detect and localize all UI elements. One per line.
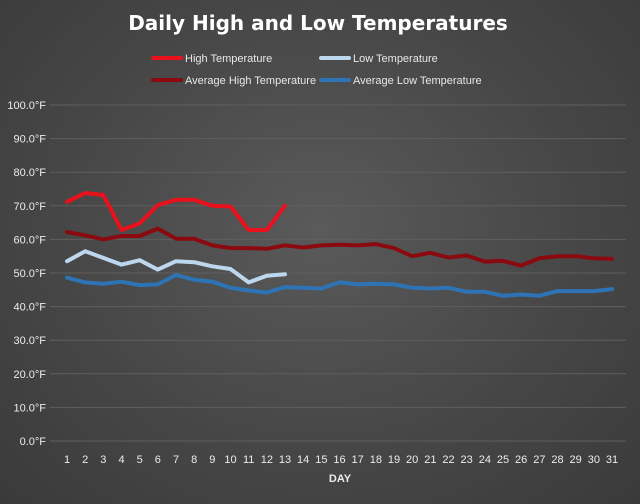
- y-tick-label: 0.0°F: [20, 436, 47, 448]
- x-tick-label: 21: [424, 454, 436, 466]
- x-tick-label: 17: [352, 454, 364, 466]
- x-tick-label: 25: [497, 454, 509, 466]
- y-tick-label: 10.0°F: [13, 402, 46, 414]
- y-tick-label: 70.0°F: [13, 201, 46, 213]
- x-tick-label: 6: [155, 454, 161, 466]
- y-tick-label: 60.0°F: [13, 234, 46, 246]
- legend-label-average-low-temperature: Average Low Temperature: [353, 75, 482, 87]
- x-tick-label: 9: [209, 454, 215, 466]
- x-tick-label: 2: [82, 454, 88, 466]
- x-tick-label: 14: [297, 454, 309, 466]
- x-tick-label: 30: [588, 454, 600, 466]
- x-tick-label: 11: [243, 454, 254, 466]
- x-tick-label: 26: [515, 454, 527, 466]
- x-tick-label: 4: [118, 454, 124, 466]
- x-tick-label: 12: [261, 454, 273, 466]
- x-tick-label: 28: [551, 454, 563, 466]
- x-tick-label: 16: [333, 454, 345, 466]
- x-tick-label: 5: [137, 454, 143, 466]
- x-tick-label: 8: [191, 454, 197, 466]
- y-tick-label: 40.0°F: [13, 302, 46, 314]
- y-axis-ticks: 0.0°F 10.0°F 20.0°F 30.0°F 40.0°F 50.0°F 60.0°…: [7, 100, 46, 448]
- legend: High Temperature Low Temperature Average…: [151, 53, 482, 87]
- legend-label-low-temperature: Low Temperature: [353, 53, 438, 65]
- series-line-low-temperature: [65, 249, 287, 285]
- y-tick-label: 80.0°F: [13, 167, 46, 179]
- gridlines: [50, 104, 626, 442]
- x-tick-label: 15: [315, 454, 327, 466]
- x-tick-label: 24: [479, 454, 491, 466]
- x-tick-label: 23: [461, 454, 473, 466]
- series-lines: [65, 191, 614, 298]
- series-line-average-low-temperature: [65, 273, 614, 298]
- x-tick-label: 10: [224, 454, 236, 466]
- y-tick-label: 90.0°F: [13, 134, 46, 146]
- x-tick-label: 19: [388, 454, 400, 466]
- y-tick-label: 30.0°F: [13, 335, 46, 347]
- x-tick-label: 1: [64, 454, 70, 466]
- x-tick-label: 22: [442, 454, 454, 466]
- legend-label-average-high-temperature: Average High Temperature: [185, 75, 316, 87]
- series-line-high-temperature: [65, 191, 287, 232]
- y-tick-label: 100.0°F: [7, 100, 46, 112]
- x-tick-label: 13: [279, 454, 291, 466]
- x-tick-label: 18: [370, 454, 382, 466]
- x-tick-label: 3: [100, 454, 106, 466]
- y-tick-label: 20.0°F: [13, 369, 46, 381]
- y-tick-label: 50.0°F: [13, 268, 46, 280]
- chart-title: Daily High and Low Temperatures: [128, 11, 508, 35]
- x-axis-ticks: 1 2 3 4 5 6 7 8 9 10 11 12 13 14 15 16 17 18 19 20 21 22 23 24 2…: [64, 454, 618, 466]
- legend-label-high-temperature: High Temperature: [185, 53, 272, 65]
- x-axis-title: DAY: [329, 473, 352, 485]
- x-tick-label: 20: [406, 454, 418, 466]
- x-tick-label: 31: [606, 454, 618, 466]
- x-tick-label: 7: [173, 454, 179, 466]
- series-line-average-high-temperature: [65, 226, 614, 268]
- x-tick-label: 29: [570, 454, 582, 466]
- x-tick-label: 27: [533, 454, 545, 466]
